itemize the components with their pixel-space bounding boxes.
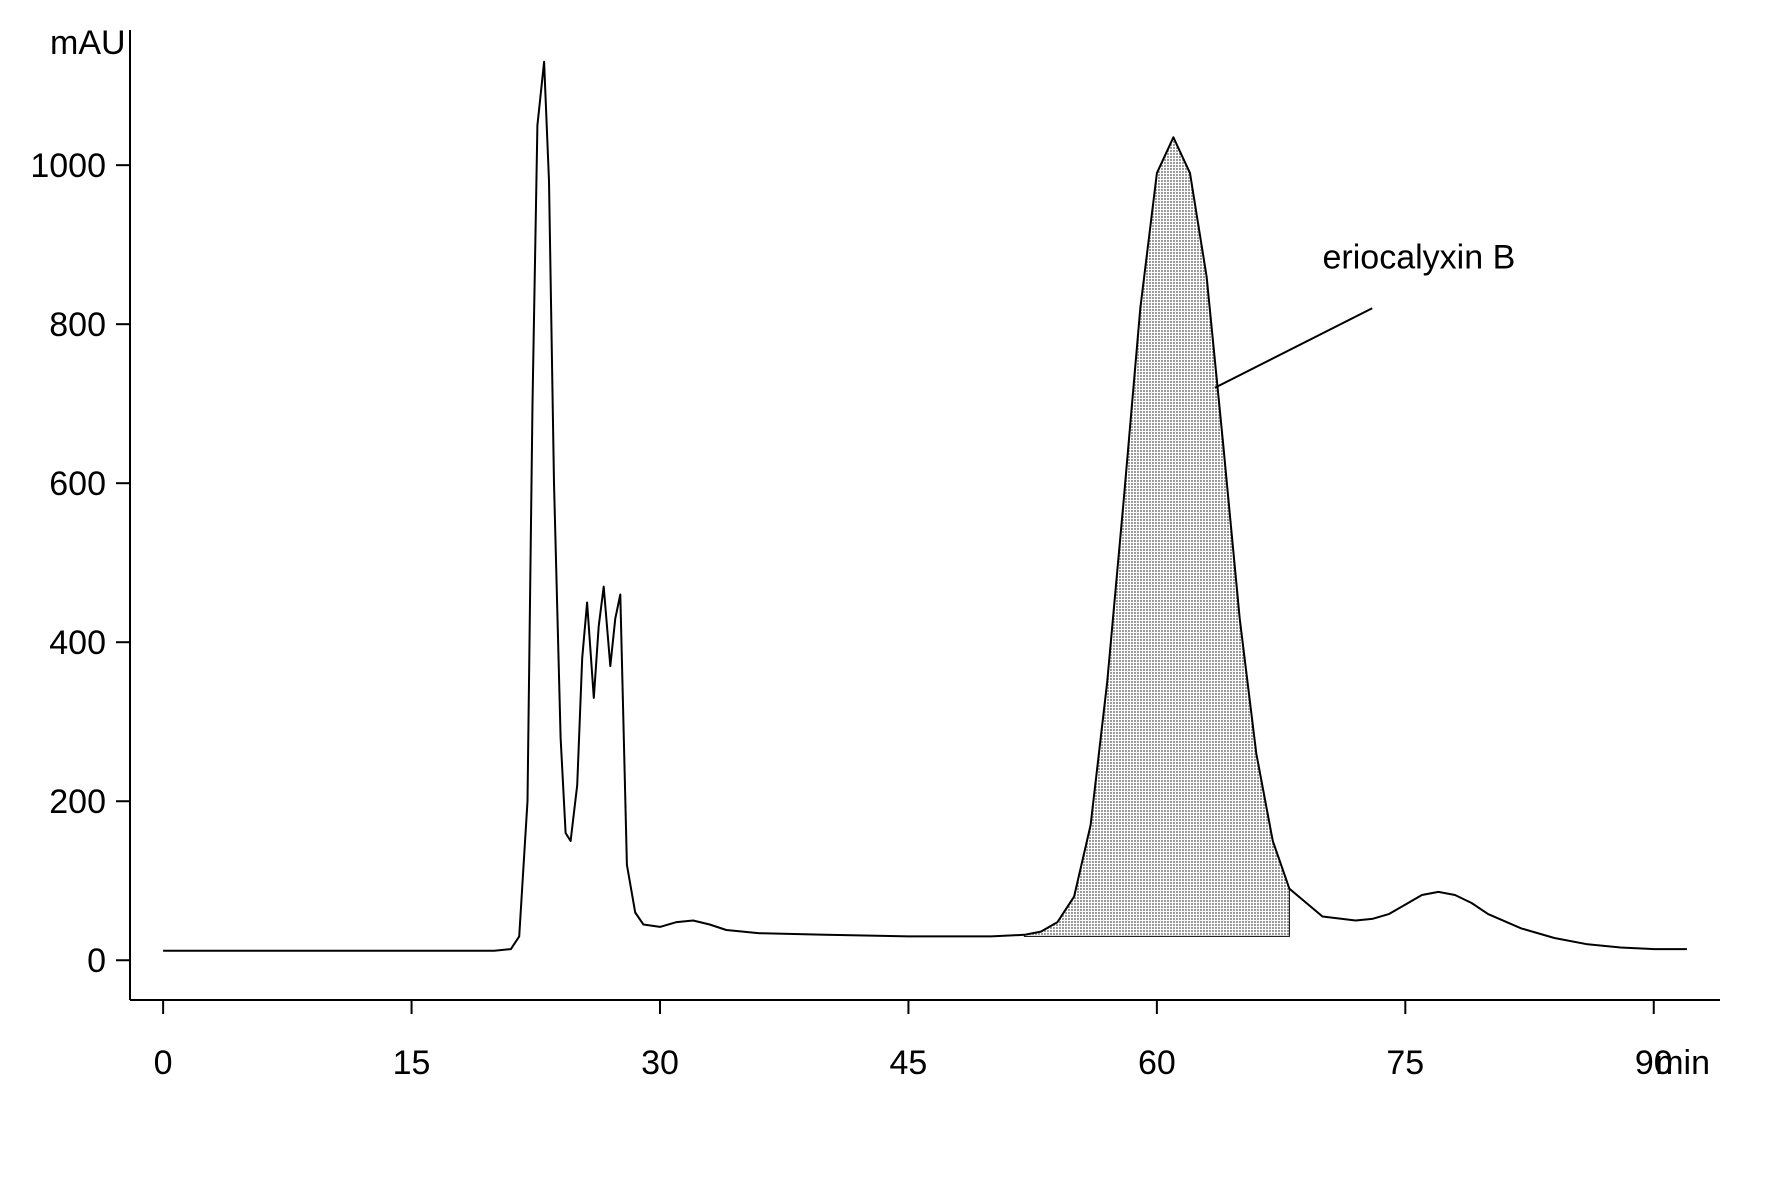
x-tick-label: 30 (641, 1044, 679, 1082)
x-tick-label: 45 (890, 1044, 928, 1082)
y-tick-label: 400 (49, 624, 106, 662)
y-tick-label: 800 (49, 306, 106, 344)
y-tick-label: 600 (49, 465, 106, 503)
y-tick-label: 0 (87, 942, 106, 980)
x-tick-label: 75 (1386, 1044, 1424, 1082)
plot-area: 020040060080010000153045607590mAUminerio… (30, 24, 1720, 1082)
x-tick-label: 0 (154, 1044, 173, 1082)
peak-annotation: eriocalyxin B (1323, 239, 1516, 277)
chart-svg: 020040060080010000153045607590mAUminerio… (0, 0, 1778, 1160)
shaded-peak (1024, 137, 1289, 936)
x-axis-unit: min (1655, 1044, 1710, 1082)
annotation-leader (1215, 308, 1372, 388)
x-tick-label: 60 (1138, 1044, 1176, 1082)
chromatogram-chart: 020040060080010000153045607590mAUminerio… (0, 0, 1778, 1160)
chromatogram-trace (163, 62, 1687, 951)
x-tick-label: 15 (393, 1044, 431, 1082)
y-axis-unit: mAU (50, 24, 126, 62)
y-tick-label: 200 (49, 783, 106, 821)
y-tick-label: 1000 (30, 147, 106, 185)
